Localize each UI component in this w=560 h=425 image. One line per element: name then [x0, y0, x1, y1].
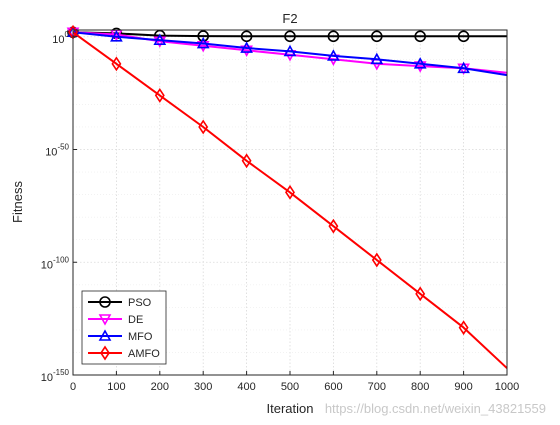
legend-label: PSO: [128, 297, 152, 309]
legend-item-mfo: MFO: [88, 329, 153, 343]
data-point-amfo: [371, 252, 382, 268]
data-point-mfo: [327, 49, 340, 61]
data-point-amfo: [328, 218, 339, 234]
legend-marker: [98, 314, 112, 326]
y-axis: 100 10-50 10-100 10-150: [41, 30, 77, 384]
y-tick-label: 10-100: [41, 255, 70, 271]
data-point-mfo: [413, 57, 427, 69]
legend-marker: [98, 329, 112, 341]
y-tick-label: 100: [52, 30, 69, 46]
legend-label: MFO: [128, 331, 153, 343]
data-point-mfo: [153, 33, 167, 45]
x-tick-label: 500: [281, 381, 299, 393]
data-point-amfo: [198, 119, 209, 135]
legend-item-pso: PSO: [88, 296, 152, 309]
legend-marker: [99, 296, 111, 308]
data-point-mfo: [240, 41, 253, 53]
series-line-amfo: [72, 31, 508, 369]
legend-item-de: DE: [88, 314, 143, 326]
data-point-amfo: [285, 184, 295, 200]
x-tick-label: 0: [70, 381, 76, 393]
y-tick-label: 10-150: [41, 368, 70, 384]
data-point-pso: [284, 30, 296, 43]
x-tick-label: 400: [237, 381, 255, 393]
watermark: https://blog.csdn.net/weixin_43821559: [324, 401, 546, 416]
data-point-pso: [414, 30, 427, 43]
data-point-amfo: [241, 153, 252, 169]
data-point-mfo: [110, 30, 123, 42]
x-axis: 0 100 200 300 400 500 600 700 800 900 1000: [70, 371, 519, 393]
data-point-amfo: [154, 87, 165, 103]
data-point-pso: [240, 30, 253, 43]
data-point-de: [196, 40, 210, 53]
data-point-pso: [327, 30, 340, 43]
legend-marker: [100, 345, 110, 361]
series-mfo: [66, 25, 508, 77]
chart-title: F2: [282, 11, 297, 26]
x-tick-label: 300: [194, 381, 212, 393]
legend: PSO DE MFO AMFO: [81, 290, 167, 365]
x-axis-label: Iteration: [267, 401, 314, 416]
series-line-mfo: [72, 31, 508, 77]
data-point-de: [413, 61, 427, 73]
x-tick-label: 700: [368, 381, 386, 393]
legend-label: DE: [128, 314, 143, 326]
legend-box: [81, 290, 167, 365]
x-tick-label: 600: [324, 381, 342, 393]
x-tick-label: 900: [454, 381, 472, 393]
data-point-pso: [370, 30, 383, 43]
data-point-mfo: [196, 36, 210, 49]
data-point-amfo: [415, 286, 426, 302]
data-point-mfo: [283, 44, 297, 57]
data-point-de: [153, 36, 167, 48]
data-point-pso: [457, 30, 470, 43]
x-tick-label: 1000: [495, 381, 519, 393]
series-line-pso: [72, 31, 507, 38]
legend-label: AMFO: [128, 348, 160, 360]
series-pso: [67, 26, 507, 43]
y-tick-label: 10-50: [45, 143, 69, 159]
series-layer: [66, 24, 508, 369]
legend-item-amfo: AMFO: [88, 345, 160, 361]
data-point-mfo: [457, 61, 470, 74]
data-point-amfo: [111, 56, 122, 72]
data-point-de: [240, 45, 253, 57]
x-tick-label: 100: [107, 381, 125, 393]
y-axis-label: Fitness: [10, 181, 25, 223]
x-tick-label: 800: [411, 381, 429, 393]
x-tick-label: 200: [151, 381, 169, 393]
series-amfo: [68, 24, 508, 369]
data-point-mfo: [370, 52, 384, 65]
data-point-amfo: [458, 320, 469, 336]
